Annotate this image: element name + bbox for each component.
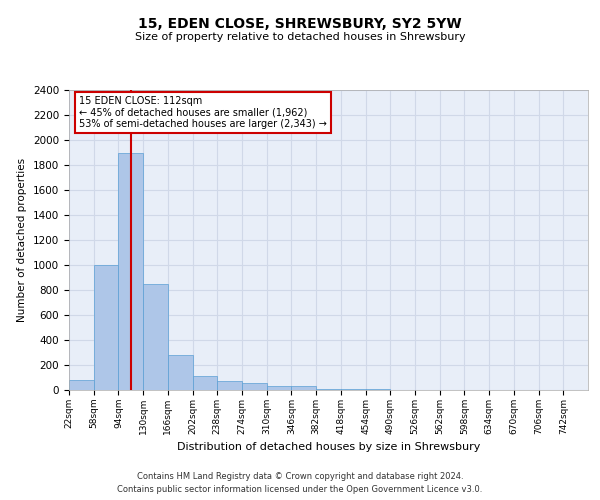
Bar — [69, 380, 94, 390]
X-axis label: Distribution of detached houses by size in Shrewsbury: Distribution of detached houses by size … — [177, 442, 480, 452]
Text: Size of property relative to detached houses in Shrewsbury: Size of property relative to detached ho… — [134, 32, 466, 42]
Bar — [217, 381, 242, 390]
Text: Contains public sector information licensed under the Open Government Licence v3: Contains public sector information licen… — [118, 485, 482, 494]
Bar — [143, 284, 168, 390]
Bar — [193, 376, 217, 390]
Text: Contains HM Land Registry data © Crown copyright and database right 2024.: Contains HM Land Registry data © Crown c… — [137, 472, 463, 481]
Bar — [316, 389, 341, 390]
Text: 15 EDEN CLOSE: 112sqm
← 45% of detached houses are smaller (1,962)
53% of semi-d: 15 EDEN CLOSE: 112sqm ← 45% of detached … — [79, 96, 327, 129]
Bar — [118, 152, 143, 390]
Y-axis label: Number of detached properties: Number of detached properties — [17, 158, 28, 322]
Text: 15, EDEN CLOSE, SHREWSBURY, SY2 5YW: 15, EDEN CLOSE, SHREWSBURY, SY2 5YW — [138, 18, 462, 32]
Bar — [94, 265, 118, 390]
Bar — [292, 386, 316, 390]
Bar — [267, 386, 292, 390]
Bar — [242, 383, 267, 390]
Bar — [168, 355, 193, 390]
